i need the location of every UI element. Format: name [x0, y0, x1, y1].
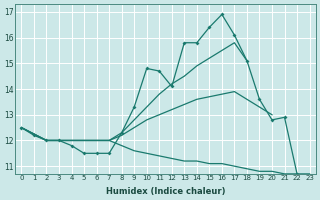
X-axis label: Humidex (Indice chaleur): Humidex (Indice chaleur): [106, 187, 225, 196]
